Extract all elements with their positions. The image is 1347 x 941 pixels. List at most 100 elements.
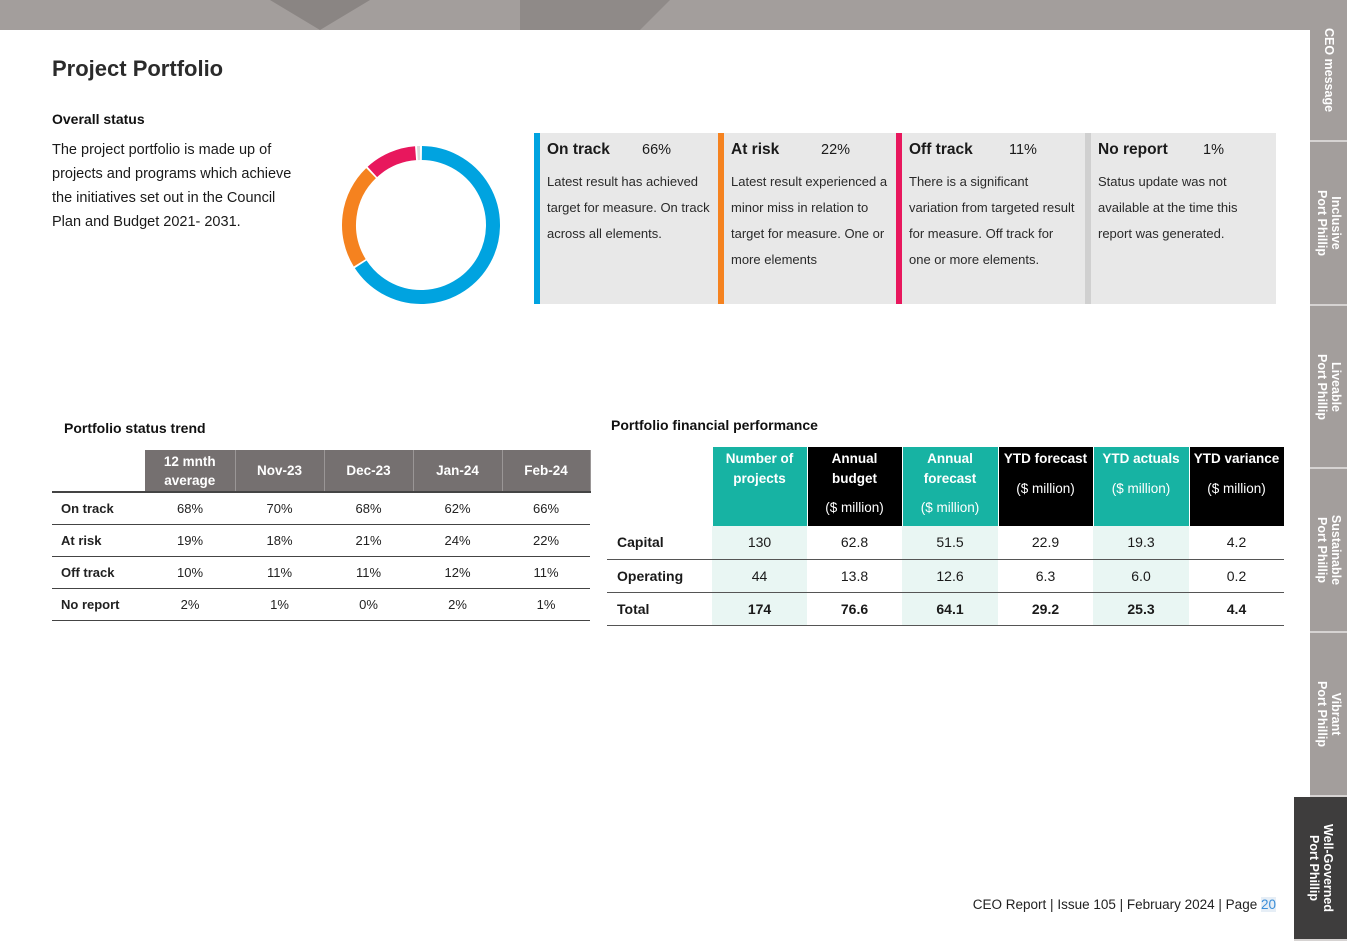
table-header-blank: [607, 447, 713, 526]
table-row: Capital 130 62.8 51.5 22.9 19.3 4.2: [607, 526, 1284, 560]
row-label: On track: [52, 491, 145, 525]
banner-decoration: [520, 0, 670, 30]
page-footer: CEO Report | Issue 105 | February 2024 |…: [973, 897, 1276, 912]
side-tab-vibrant[interactable]: Vibrant Port Phillip: [1310, 633, 1347, 797]
side-tab-label: Vibrant Port Phillip: [1314, 681, 1343, 747]
table-cell: 12%: [413, 556, 502, 589]
table-cell: 51.5: [902, 526, 998, 560]
table-header-cell: YTD actuals ($ million): [1093, 447, 1190, 526]
table-header-row: 12 mnth average Nov-23 Dec-23 Jan-24 Feb…: [52, 450, 591, 492]
table-row: Off track 10% 11% 11% 12% 11%: [52, 556, 590, 589]
table-cell: 2%: [145, 588, 235, 621]
row-label: Capital: [607, 526, 712, 560]
table-cell: 4.4: [1189, 592, 1284, 626]
status-percent: 66%: [642, 142, 672, 158]
status-percent: 11%: [1009, 142, 1037, 158]
table-cell: 11%: [235, 556, 324, 589]
table-cell: 18%: [235, 524, 324, 557]
side-tab-inclusive[interactable]: Inclusive Port Phillip: [1310, 142, 1347, 306]
financial-table-heading: Portfolio financial performance: [611, 417, 818, 433]
overall-status-intro: The project portfolio is made up of proj…: [52, 142, 292, 230]
side-tab-label: CEO message: [1321, 27, 1336, 113]
column-title: YTD actuals: [1102, 451, 1180, 466]
table-header-cell: Number of projects: [712, 447, 808, 526]
row-label: At risk: [52, 524, 145, 557]
status-color-bar: [534, 133, 540, 304]
table-row-total: Total 174 76.6 64.1 29.2 25.3 4.4: [607, 592, 1284, 626]
row-label: Total: [607, 592, 712, 626]
side-tab-well-governed[interactable]: Well-Governed Port Phillip: [1294, 797, 1347, 941]
banner-decoration: [270, 0, 370, 30]
status-donut-chart: [342, 146, 500, 304]
side-tab-sustainable[interactable]: Sustainable Port Phillip: [1310, 469, 1347, 633]
table-cell: 130: [712, 526, 807, 560]
row-label: No report: [52, 588, 145, 621]
top-banner: [0, 0, 1310, 30]
status-color-bar: [718, 133, 724, 304]
table-cell: 29.2: [998, 592, 1093, 626]
column-unit: ($ million): [1016, 480, 1075, 496]
side-tab-label: Sustainable Port Phillip: [1314, 514, 1343, 586]
status-description: Latest result experienced a minor miss i…: [731, 174, 888, 267]
table-header-row: Number of projects Annual budget ($ milli…: [607, 447, 1285, 526]
table-cell: 10%: [145, 556, 235, 589]
table-cell: 19%: [145, 524, 235, 557]
trend-table-heading: Portfolio status trend: [64, 420, 206, 436]
table-cell: 11%: [502, 556, 590, 589]
side-tab-label: Liveable Port Phillip: [1314, 353, 1343, 420]
portfolio-financial-performance-table: Number of projects Annual budget ($ milli…: [607, 447, 1285, 626]
side-tab-ceo-message[interactable]: CEO message: [1310, 0, 1347, 142]
table-cell: 44: [712, 559, 807, 593]
table-cell: 22%: [502, 524, 590, 557]
status-description: Status update was not available at the t…: [1098, 174, 1238, 241]
table-header-cell: 12 mnth average: [145, 450, 236, 492]
table-cell: 70%: [235, 491, 324, 525]
table-cell: 76.6: [807, 592, 902, 626]
status-percent: 22%: [821, 142, 851, 158]
table-header-cell: Annual forecast ($ million): [902, 447, 999, 526]
column-unit: ($ million): [1207, 480, 1266, 496]
side-tab-label: Well-Governed Port Phillip: [1306, 824, 1335, 912]
table-header-cell: Feb-24: [502, 450, 591, 492]
table-cell: 11%: [324, 556, 413, 589]
table-cell: 174: [712, 592, 807, 626]
status-card-at-risk: At risk 22% Latest result experienced a m…: [718, 133, 896, 304]
table-header-cell: Dec-23: [324, 450, 414, 492]
status-card-off-track: Off track 11% There is a significant vari…: [896, 133, 1085, 304]
table-cell: 21%: [324, 524, 413, 557]
table-header-cell: YTD forecast ($ million): [998, 447, 1094, 526]
donut-segment-at-risk: [342, 168, 377, 267]
table-header-cell: Jan-24: [413, 450, 503, 492]
status-color-bar: [896, 133, 902, 304]
column-unit: ($ million): [1111, 480, 1171, 496]
status-card-no-report: No report 1% Status update was not availa…: [1085, 133, 1276, 304]
table-cell: 0%: [324, 588, 413, 621]
table-cell: 22.9: [998, 526, 1093, 560]
table-row: On track 68% 70% 68% 62% 66%: [52, 491, 590, 525]
table-header-cell: Annual budget ($ million): [807, 447, 903, 526]
row-label: Off track: [52, 556, 145, 589]
table-header-blank: [52, 450, 145, 492]
status-percent: 1%: [1203, 142, 1224, 158]
column-unit: ($ million): [920, 500, 980, 515]
status-description: There is a significant variation from ta…: [909, 174, 1075, 267]
table-cell: 24%: [413, 524, 502, 557]
overall-status-heading: Overall status: [52, 111, 145, 127]
status-description: Latest result has achieved target for me…: [547, 174, 710, 241]
section-side-tabs: CEO message Inclusive Port Phillip Liveab…: [1294, 0, 1347, 941]
table-row: At risk 19% 18% 21% 24% 22%: [52, 524, 590, 557]
table-cell: 68%: [145, 491, 235, 525]
side-tab-liveable[interactable]: Liveable Port Phillip: [1310, 306, 1347, 469]
row-label: Operating: [607, 559, 712, 593]
column-title: Annual forecast: [923, 451, 977, 486]
portfolio-status-trend-table: 12 mnth average Nov-23 Dec-23 Jan-24 Feb…: [52, 450, 591, 621]
column-title: Annual budget: [831, 451, 878, 486]
page-number: 20: [1260, 897, 1276, 912]
table-cell: 62%: [413, 491, 502, 525]
status-name: On track: [547, 141, 610, 158]
column-title: YTD forecast: [1003, 451, 1088, 466]
table-row: No report 2% 1% 0% 2% 1%: [52, 588, 590, 621]
table-cell: 13.8: [807, 559, 902, 593]
donut-segment-off-track: [367, 146, 417, 178]
status-card-on-track: On track 66% Latest result has achieved t…: [534, 133, 718, 304]
